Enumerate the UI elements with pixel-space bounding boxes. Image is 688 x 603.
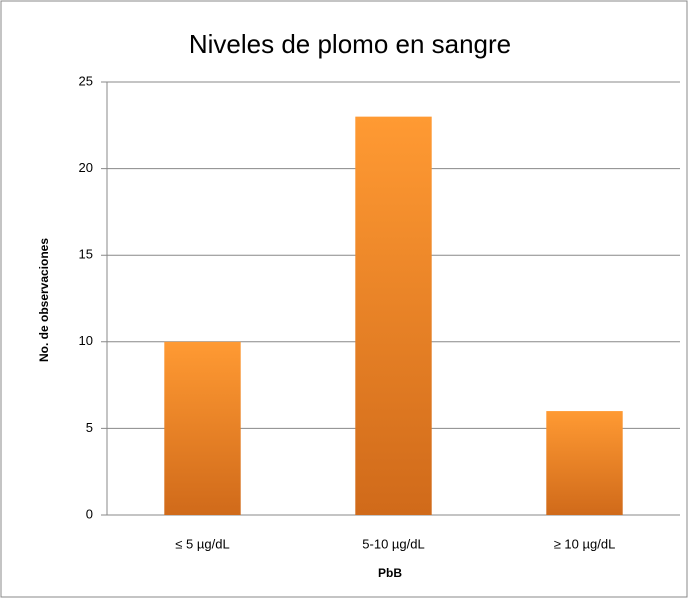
x-axis-label: PbB (378, 566, 402, 580)
y-tick-label: 25 (79, 73, 93, 88)
x-tick-label: ≤ 5 µg/dL (175, 536, 229, 551)
y-tick-label: 20 (79, 160, 93, 175)
y-tick-label: 5 (86, 420, 93, 435)
y-tick-label: 15 (79, 247, 93, 262)
y-axis-label: No. de observaciones (37, 238, 51, 362)
y-tick-label: 10 (79, 333, 93, 348)
x-tick-label: 5-10 µg/dL (362, 536, 424, 551)
x-tick-label: ≥ 10 µg/dL (554, 536, 616, 551)
bar (164, 341, 241, 515)
y-tick-label: 0 (86, 506, 93, 521)
chart-title: Niveles de plomo en sangre (189, 29, 511, 59)
bar (355, 116, 432, 515)
bar (546, 411, 623, 515)
